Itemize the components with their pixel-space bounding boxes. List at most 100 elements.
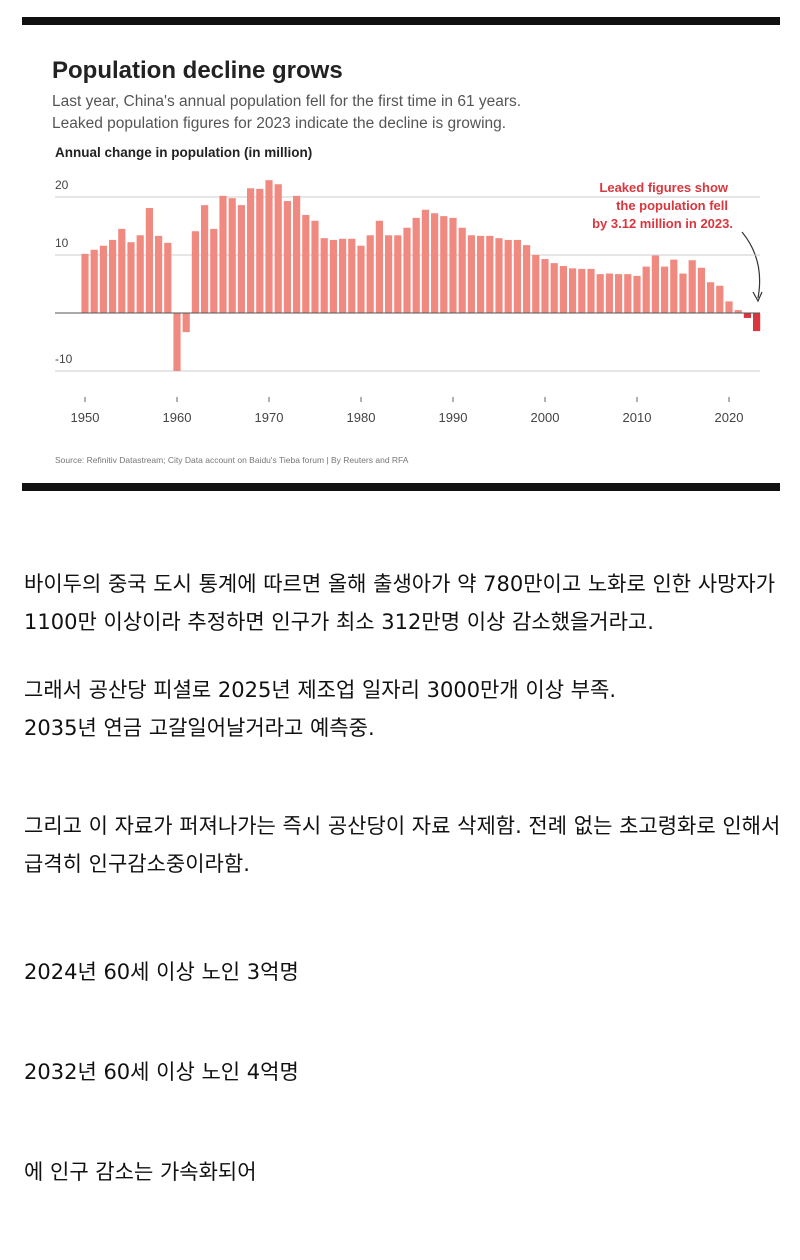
bar bbox=[412, 217, 420, 313]
bar bbox=[274, 184, 282, 313]
bar bbox=[283, 201, 291, 313]
bar bbox=[716, 285, 724, 313]
bar bbox=[320, 238, 328, 313]
text-line: 그래서 공산당 피셜로 2025년 제조업 일자리 3000만개 이상 부족. bbox=[24, 678, 617, 702]
bar bbox=[210, 228, 218, 313]
y-tick-label: 10 bbox=[55, 236, 69, 250]
bar bbox=[191, 231, 199, 313]
bar bbox=[366, 235, 374, 313]
bar bbox=[449, 217, 457, 313]
bar bbox=[541, 259, 549, 313]
bar bbox=[725, 301, 733, 313]
bar bbox=[624, 274, 632, 313]
x-tick-label: 1970 bbox=[255, 410, 284, 425]
paragraph: 바이두의 중국 도시 통계에 따르면 올해 출생아가 약 780만이고 노화로 … bbox=[24, 565, 784, 641]
bar bbox=[256, 188, 264, 313]
bar bbox=[247, 188, 255, 313]
bar bbox=[615, 274, 623, 313]
x-tick-label: 1980 bbox=[347, 410, 376, 425]
bar bbox=[753, 313, 761, 332]
bar bbox=[513, 239, 521, 313]
bar bbox=[605, 273, 613, 313]
bar bbox=[670, 259, 678, 313]
bar bbox=[550, 263, 558, 313]
x-tick-label: 2000 bbox=[531, 410, 560, 425]
bar bbox=[679, 273, 687, 313]
bar bbox=[118, 228, 126, 313]
bar bbox=[173, 313, 181, 371]
y-tick-label: -10 bbox=[55, 352, 73, 366]
bar bbox=[440, 216, 448, 313]
bar bbox=[743, 313, 751, 318]
paragraph: 그래서 공산당 피셜로 2025년 제조업 일자리 3000만개 이상 부족. 2… bbox=[24, 671, 784, 747]
paragraph: 2032년 60세 이상 노인 4억명 bbox=[24, 1053, 784, 1091]
bar bbox=[633, 275, 641, 313]
x-tick-label: 2020 bbox=[715, 410, 744, 425]
bar bbox=[495, 238, 503, 313]
bar bbox=[357, 245, 365, 313]
bar bbox=[596, 274, 604, 313]
x-tick-label: 1950 bbox=[71, 410, 100, 425]
bar bbox=[339, 238, 347, 313]
y-tick-label: 20 bbox=[55, 178, 69, 192]
annotation: the population fell bbox=[616, 198, 728, 213]
bar bbox=[375, 220, 383, 313]
bar bbox=[136, 235, 144, 313]
bar bbox=[394, 235, 402, 313]
bar bbox=[403, 227, 411, 313]
chart: Population decline grows Last year, Chin… bbox=[22, 17, 780, 491]
source: Source: Refinitiv Datastream; City Data … bbox=[55, 455, 409, 465]
bar bbox=[734, 310, 742, 313]
bar bbox=[99, 245, 107, 313]
text-line: 바이두의 중국 도시 통계에 따르면 올해 출생아가 약 780만이고 노화로 … bbox=[24, 572, 776, 634]
bar bbox=[421, 209, 429, 313]
bar bbox=[458, 227, 466, 313]
annotation: by 3.12 million in 2023. bbox=[592, 216, 733, 231]
bar bbox=[237, 205, 245, 313]
bar bbox=[293, 195, 301, 313]
bar bbox=[127, 242, 135, 313]
bar bbox=[155, 235, 163, 313]
bar bbox=[651, 255, 659, 313]
bar bbox=[265, 180, 273, 313]
bar bbox=[477, 235, 485, 313]
bar bbox=[707, 282, 715, 313]
subtitle: Leaked population figures for 2023 indic… bbox=[52, 115, 506, 132]
text-line: 2035년 연금 고갈일어날거라고 예측중. bbox=[24, 716, 375, 740]
bar bbox=[578, 268, 586, 313]
text-line: 에 인구 감소는 가속화되어 bbox=[24, 1160, 257, 1184]
bar bbox=[385, 235, 393, 313]
bar bbox=[688, 260, 696, 313]
bar bbox=[486, 235, 494, 313]
axis-title: Annual change in population (in million) bbox=[55, 145, 312, 160]
bar bbox=[467, 235, 475, 313]
bar bbox=[348, 238, 356, 313]
text-line: 2032년 60세 이상 노인 4억명 bbox=[24, 1060, 299, 1084]
text-line: 그리고 이 자료가 퍼져나가는 즉시 공산당이 자료 삭제함. 전례 없는 초고… bbox=[24, 814, 781, 876]
paragraph: 에 인구 감소는 가속화되어 bbox=[24, 1153, 784, 1191]
post-body: 바이두의 중국 도시 통계에 따르면 올해 출생아가 약 780만이고 노화로 … bbox=[24, 565, 784, 1191]
bar bbox=[164, 242, 172, 313]
text-line: 2024년 60세 이상 노인 3억명 bbox=[24, 960, 299, 984]
x-tick-label: 2010 bbox=[623, 410, 652, 425]
bar bbox=[228, 198, 236, 313]
annotation: Leaked figures show bbox=[599, 180, 728, 195]
bar bbox=[559, 266, 567, 313]
chart-title: Population decline grows bbox=[52, 57, 343, 84]
bar bbox=[587, 268, 595, 313]
bar bbox=[90, 249, 98, 313]
bar bbox=[431, 213, 439, 313]
x-tick-label: 1960 bbox=[163, 410, 192, 425]
bar bbox=[109, 239, 117, 313]
bar bbox=[642, 266, 650, 313]
bar bbox=[302, 214, 310, 313]
bar bbox=[697, 267, 705, 313]
bar bbox=[219, 195, 227, 313]
top-rule bbox=[22, 17, 780, 25]
paragraph: 그리고 이 자료가 퍼져나가는 즉시 공산당이 자료 삭제함. 전례 없는 초고… bbox=[24, 807, 784, 883]
bar bbox=[145, 208, 153, 313]
bar bbox=[661, 266, 669, 313]
bottom-rule bbox=[22, 483, 780, 491]
x-tick-label: 1990 bbox=[439, 410, 468, 425]
bar bbox=[201, 205, 209, 313]
